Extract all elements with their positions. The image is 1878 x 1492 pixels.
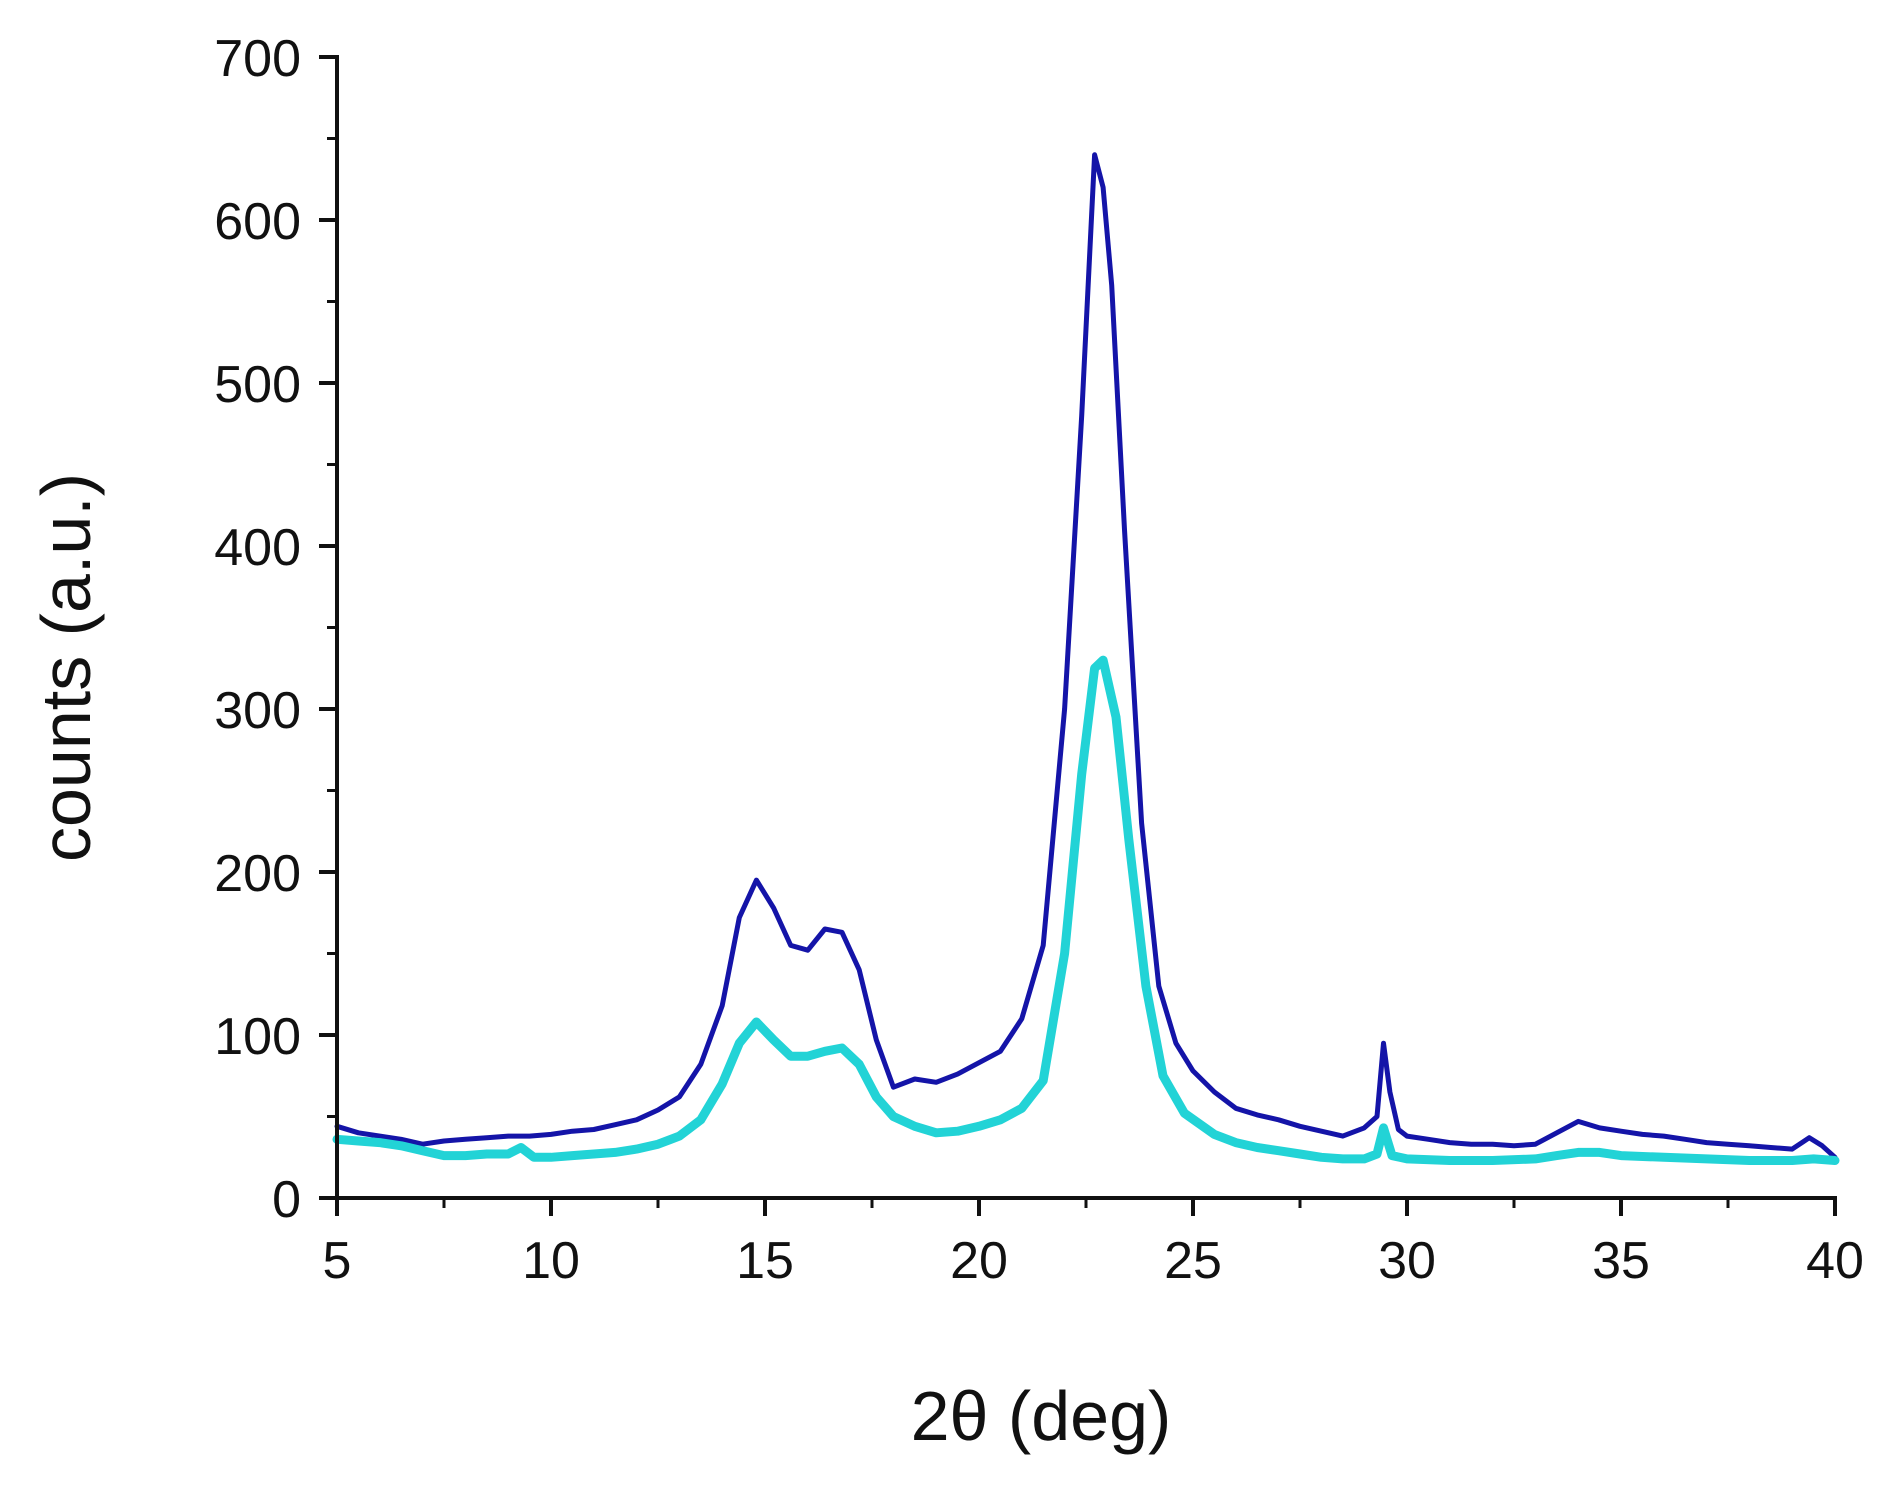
y-tick-label: 400 [214,519,301,577]
x-tick-label: 15 [736,1232,794,1290]
ticks-layer: 0 100 200 300 400 500 600 700 5 10 15 20 25 30 35 40 [214,30,1864,1290]
y-tick-label: 300 [214,682,301,740]
y-tick-label: 500 [214,356,301,414]
y-tick-label: 200 [214,845,301,903]
series-layer [332,152,1840,1165]
series-line-1 [334,152,1838,1160]
x-tick-label: 25 [1164,1232,1222,1290]
y-tick-label: 0 [272,1171,301,1229]
x-axis-title: 2θ (deg) [911,1377,1172,1455]
x-tick-label: 40 [1806,1232,1864,1290]
series-line-2 [332,655,1840,1165]
axes-layer [335,55,1837,1200]
x-tick-label: 10 [522,1232,580,1290]
x-tick-label: 30 [1378,1232,1436,1290]
x-tick-label: 20 [950,1232,1008,1290]
x-tick-label: 35 [1592,1232,1650,1290]
y-tick-label: 700 [214,30,301,88]
y-tick-label: 100 [214,1008,301,1066]
y-tick-label: 600 [214,193,301,251]
x-tick-label: 5 [323,1232,352,1290]
y-axis-title: counts (a.u.) [27,473,105,862]
